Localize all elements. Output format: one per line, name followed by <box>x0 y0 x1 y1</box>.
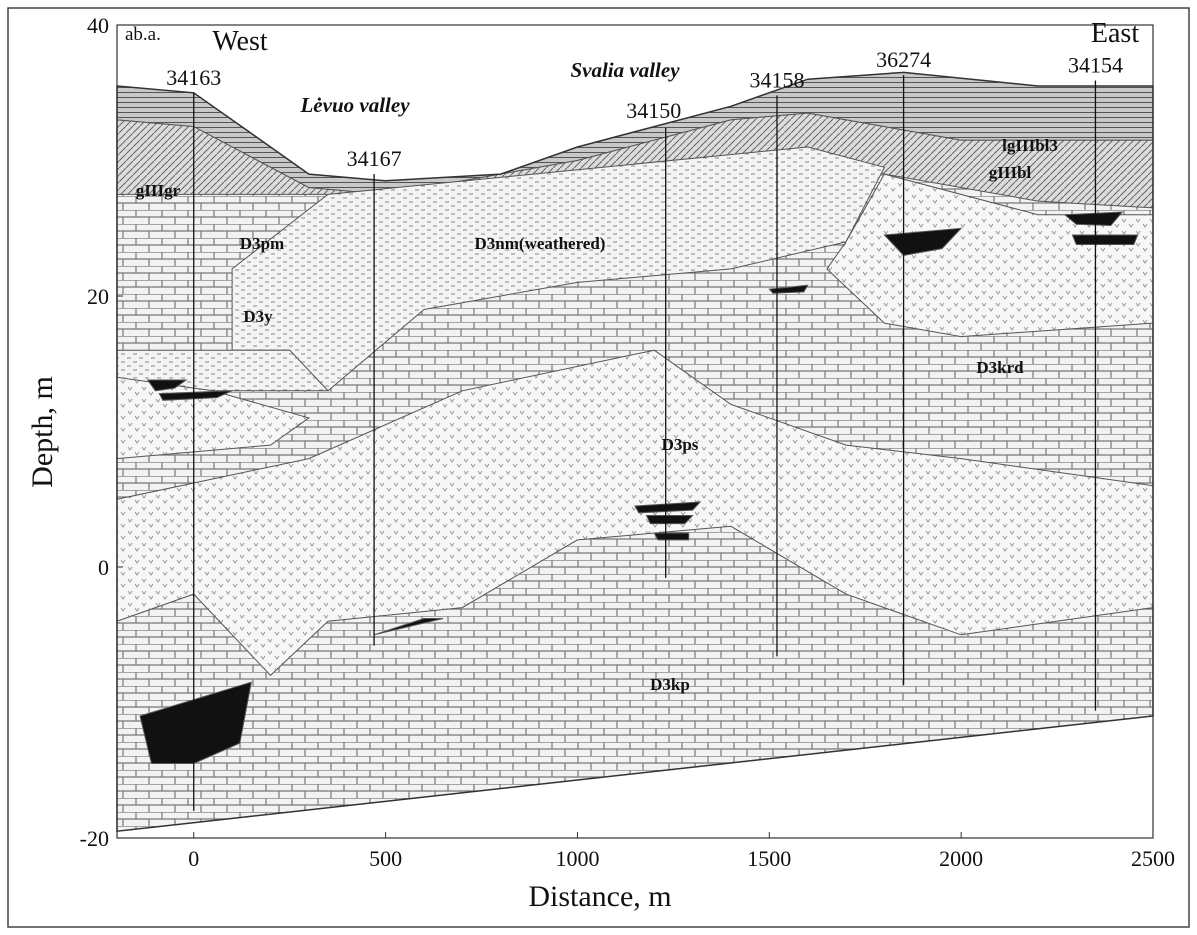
annotation: lgIIIbl3 <box>1002 136 1058 155</box>
y-tick-label: 0 <box>98 555 109 580</box>
annotation: East <box>1091 18 1139 49</box>
annotation: Svalia valley <box>570 58 680 82</box>
y-axis-label: Depth, m <box>26 376 59 488</box>
x-tick-label: 1500 <box>747 846 791 871</box>
chart: Distance, m Depth, m ab.a. 0 500 1000 1500 2… <box>0 0 1197 935</box>
lens <box>1072 235 1137 245</box>
borehole-label: 34154 <box>1068 53 1123 78</box>
y-tick-label: 20 <box>87 284 109 309</box>
x-tick-label: 1000 <box>555 846 599 871</box>
lens <box>647 516 693 524</box>
annotation: D3ps <box>662 435 699 454</box>
annotation: D3nm(weathered) <box>475 234 606 253</box>
borehole-label: 34150 <box>626 98 681 123</box>
x-tick-label: 0 <box>188 846 199 871</box>
y-tick-label: -20 <box>80 826 109 851</box>
annotation: gIIIbl <box>989 163 1032 182</box>
annotation: gIIIgr <box>136 181 181 200</box>
x-tick-label: 500 <box>369 846 402 871</box>
borehole-label: 34158 <box>749 67 804 92</box>
annotation: West <box>212 26 268 57</box>
annotation: Lėvuo valley <box>299 93 410 117</box>
layers <box>117 72 1153 831</box>
x-tick-label: 2000 <box>939 846 983 871</box>
y-unit-label: ab.a. <box>125 24 161 45</box>
borehole-label: 34167 <box>347 146 402 171</box>
annotation: D3kp <box>650 675 690 694</box>
y-tick-label: 40 <box>87 13 109 38</box>
borehole-label: 34163 <box>166 65 221 90</box>
x-axis-label: Distance, m <box>528 880 671 913</box>
annotation: D3y <box>243 307 273 326</box>
x-tick-label: 2500 <box>1131 846 1175 871</box>
borehole-label: 36274 <box>876 47 931 72</box>
annotation: D3pm <box>240 234 284 253</box>
annotation: D3krd <box>976 358 1024 377</box>
lens <box>654 533 689 540</box>
